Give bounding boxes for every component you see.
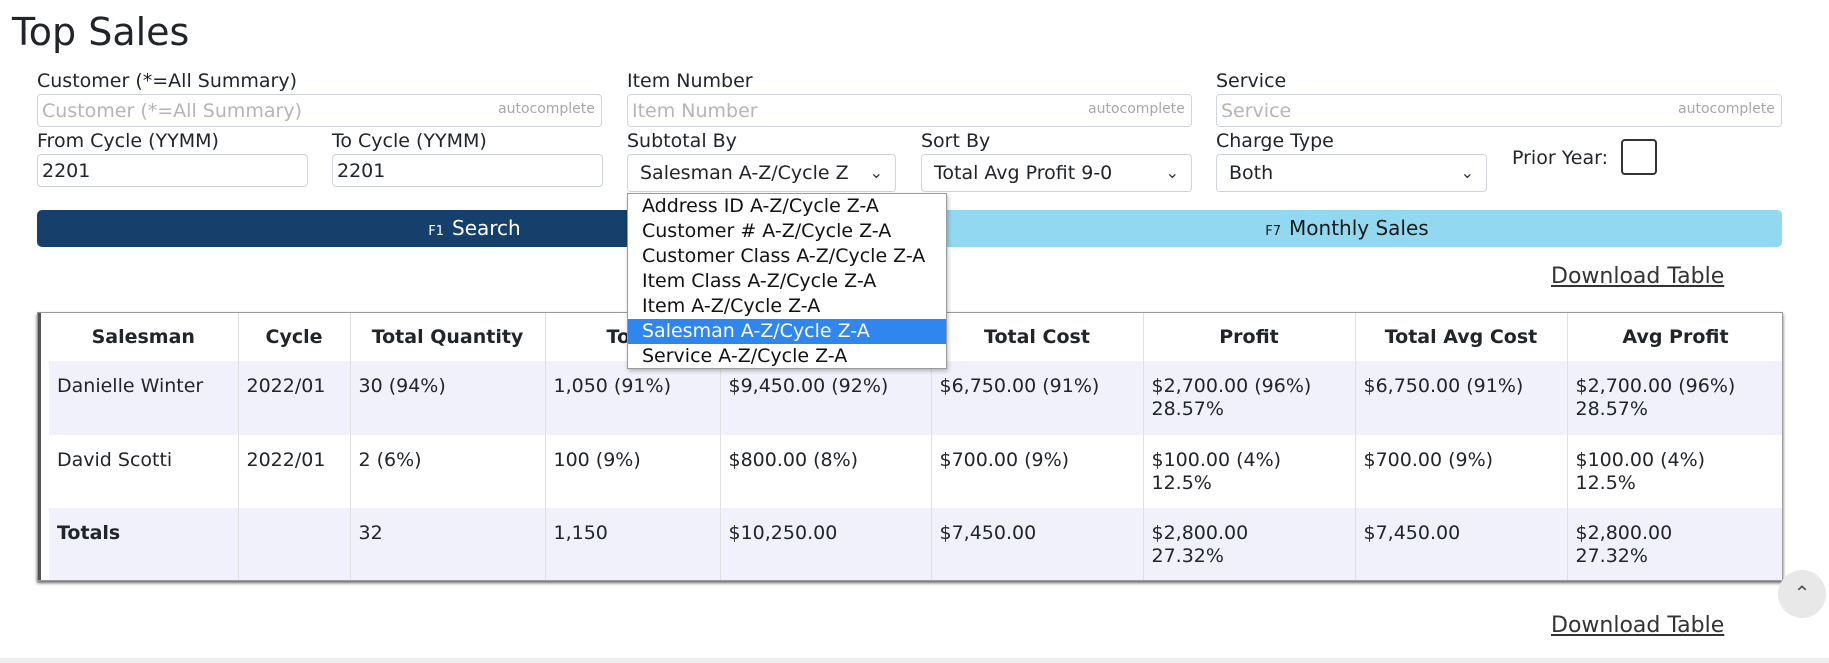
- cell-col5: $800.00 (8%): [720, 435, 932, 508]
- cell-cycle: 2022/01: [238, 361, 351, 435]
- header-total-quantity[interactable]: Total Quantity: [350, 313, 546, 361]
- service-label: Service: [1216, 70, 1287, 92]
- charge-type-value: Both: [1229, 162, 1274, 184]
- charge-type-select[interactable]: Both ⌄: [1216, 154, 1487, 192]
- chevron-up-icon: ⌃: [1793, 581, 1811, 605]
- cell-cost: $700.00 (9%): [931, 435, 1144, 508]
- cell-avg-cost: $6,750.00 (91%): [1355, 361, 1568, 435]
- profit-value: $2,700.00 (96%): [1151, 375, 1312, 397]
- cell-cost: $6,750.00 (91%): [931, 361, 1144, 435]
- dropdown-option-customer-class[interactable]: Customer Class A-Z/Cycle Z-A: [642, 245, 926, 267]
- to-cycle-label: To Cycle (YYMM): [332, 130, 487, 152]
- charge-type-label: Charge Type: [1216, 130, 1334, 152]
- cell-total: 1,050 (91%): [545, 361, 721, 435]
- cell-totals-label: Totals: [49, 508, 239, 580]
- table-totals-row: Totals 32 1,150 $10,250.00 $7,450.00 $2,…: [49, 508, 1782, 580]
- cell-avg-cost: $700.00 (9%): [1355, 435, 1568, 508]
- customer-autocomplete-hint: autocomplete: [498, 101, 595, 117]
- avg-profit-pct: 28.57%: [1575, 398, 1648, 420]
- sales-table: Salesman Cycle Total Quantity Total Tota…: [49, 313, 1782, 580]
- service-autocomplete-hint: autocomplete: [1678, 101, 1775, 117]
- dropdown-option-service[interactable]: Service A-Z/Cycle Z-A: [642, 345, 848, 367]
- search-button-label: Search: [452, 216, 521, 240]
- chevron-down-icon: ⌄: [1165, 163, 1179, 182]
- item-number-autocomplete-hint: autocomplete: [1088, 101, 1185, 117]
- service-input[interactable]: [1216, 94, 1782, 127]
- monthly-sales-button-label: Monthly Sales: [1289, 216, 1429, 240]
- header-profit[interactable]: Profit: [1143, 313, 1356, 361]
- profit-pct: 27.32%: [1151, 545, 1224, 567]
- table-row: David Scotti 2022/01 2 (6%) 100 (9%) $80…: [49, 435, 1782, 508]
- dropdown-option-customer-number[interactable]: Customer # A-Z/Cycle Z-A: [642, 220, 892, 242]
- monthly-shortcut-key: F7: [1265, 224, 1282, 239]
- profit-pct: 12.5%: [1151, 472, 1212, 494]
- profit-pct: 28.57%: [1151, 398, 1224, 420]
- sort-by-value: Total Avg Profit 9-0: [934, 162, 1113, 184]
- header-total-cost[interactable]: Total Cost: [931, 313, 1144, 361]
- avg-profit-pct: 27.32%: [1575, 545, 1648, 567]
- customer-input[interactable]: [37, 94, 602, 127]
- cell-col5: $10,250.00: [720, 508, 932, 580]
- subtotal-by-select[interactable]: Salesman A-Z/Cycle Z ⌄: [627, 154, 896, 192]
- cell-total: 100 (9%): [545, 435, 721, 508]
- to-cycle-input[interactable]: [332, 154, 603, 187]
- page-title: Top Sales: [12, 10, 190, 54]
- avg-profit-value: $2,800.00: [1575, 522, 1673, 544]
- cell-salesman: David Scotti: [49, 435, 239, 508]
- cell-avg-profit: $100.00 (4%) 12.5%: [1567, 435, 1782, 508]
- profit-value: $100.00 (4%): [1151, 449, 1282, 471]
- header-salesman[interactable]: Salesman: [49, 313, 239, 361]
- avg-profit-value: $100.00 (4%): [1575, 449, 1706, 471]
- customer-label: Customer (*=All Summary): [37, 70, 297, 92]
- dropdown-option-item-class[interactable]: Item Class A-Z/Cycle Z-A: [642, 270, 877, 292]
- cell-col5: $9,450.00 (92%): [720, 361, 932, 435]
- download-table-link-top[interactable]: Download Table: [1551, 264, 1725, 289]
- item-number-input[interactable]: [627, 94, 1192, 127]
- avg-profit-value: $2,700.00 (96%): [1575, 375, 1736, 397]
- cell-cycle: 2022/01: [238, 435, 351, 508]
- header-total-avg-cost[interactable]: Total Avg Cost: [1355, 313, 1568, 361]
- item-number-label: Item Number: [627, 70, 753, 92]
- dropdown-option-item[interactable]: Item A-Z/Cycle Z-A: [642, 295, 821, 317]
- from-cycle-label: From Cycle (YYMM): [37, 130, 219, 152]
- prior-year-label: Prior Year:: [1512, 147, 1608, 169]
- profit-value: $2,800.00: [1151, 522, 1249, 544]
- subtotal-by-value: Salesman A-Z/Cycle Z: [640, 162, 849, 184]
- cell-total: 1,150: [545, 508, 721, 580]
- subtotal-by-dropdown-list: Address ID A-Z/Cycle Z-A Customer # A-Z/…: [627, 193, 947, 369]
- dropdown-option-salesman[interactable]: Salesman A-Z/Cycle Z-A: [628, 319, 946, 344]
- dropdown-option-address-id[interactable]: Address ID A-Z/Cycle Z-A: [642, 195, 879, 217]
- scroll-to-top-button[interactable]: ⌃: [1778, 570, 1826, 618]
- prior-year-checkbox[interactable]: [1621, 139, 1657, 175]
- cell-qty: 32: [350, 508, 546, 580]
- cell-cycle: [238, 508, 351, 580]
- cell-avg-profit: $2,700.00 (96%) 28.57%: [1567, 361, 1782, 435]
- avg-profit-pct: 12.5%: [1575, 472, 1636, 494]
- sort-by-label: Sort By: [921, 130, 991, 152]
- search-shortcut-key: F1: [428, 224, 445, 239]
- cell-profit: $2,700.00 (96%) 28.57%: [1143, 361, 1356, 435]
- monthly-sales-button[interactable]: F7 Monthly Sales: [912, 210, 1782, 247]
- cell-qty: 30 (94%): [350, 361, 546, 435]
- cell-profit: $2,800.00 27.32%: [1143, 508, 1356, 580]
- cell-avg-profit: $2,800.00 27.32%: [1567, 508, 1782, 580]
- table-row: Danielle Winter 2022/01 30 (94%) 1,050 (…: [49, 361, 1782, 435]
- table-left-border: [38, 313, 41, 580]
- cell-profit: $100.00 (4%) 12.5%: [1143, 435, 1356, 508]
- sort-by-select[interactable]: Total Avg Profit 9-0 ⌄: [921, 154, 1192, 192]
- cell-cost: $7,450.00: [931, 508, 1144, 580]
- cell-avg-cost: $7,450.00: [1355, 508, 1568, 580]
- cell-qty: 2 (6%): [350, 435, 546, 508]
- download-table-link-bottom[interactable]: Download Table: [1551, 613, 1725, 638]
- subtotal-by-label: Subtotal By: [627, 130, 737, 152]
- page-bottom-border: [0, 658, 1829, 663]
- chevron-down-icon: ⌄: [1460, 163, 1474, 182]
- header-avg-profit[interactable]: Avg Profit: [1567, 313, 1782, 361]
- chevron-down-icon: ⌄: [869, 163, 883, 182]
- header-cycle[interactable]: Cycle: [238, 313, 351, 361]
- from-cycle-input[interactable]: [37, 154, 308, 187]
- cell-salesman: Danielle Winter: [49, 361, 239, 435]
- sales-table-container: Salesman Cycle Total Quantity Total Tota…: [37, 312, 1783, 581]
